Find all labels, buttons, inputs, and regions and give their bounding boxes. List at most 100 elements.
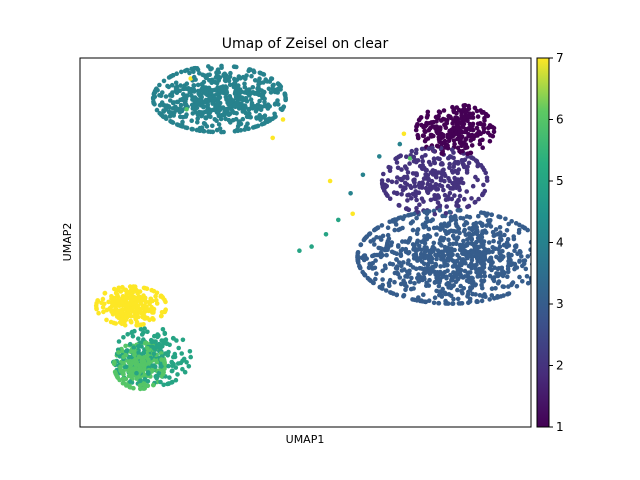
scatter-point (481, 129, 487, 135)
scatter-point (499, 237, 504, 242)
scatter-point (399, 263, 404, 269)
scatter-point (398, 215, 404, 220)
scatter-point (464, 167, 470, 173)
scatter-point (258, 117, 263, 122)
scatter-point (460, 290, 465, 296)
scatter-point (440, 132, 446, 138)
scatter-point (523, 266, 529, 272)
scatter-point (162, 331, 168, 337)
scatter-point (176, 345, 181, 351)
scatter-point (496, 279, 502, 284)
scatter-point (123, 343, 128, 349)
scatter-point (434, 225, 440, 230)
scatter-point (122, 303, 128, 308)
scatter-point (434, 275, 439, 281)
scatter-point (157, 102, 163, 108)
scatter-point (154, 344, 160, 350)
scatter-point (278, 84, 284, 89)
scatter-point (415, 158, 421, 163)
scatter-point (379, 178, 385, 183)
scatter-point (121, 335, 126, 340)
scatter-point (520, 279, 525, 284)
scatter-point (161, 357, 167, 363)
scatter-point (405, 269, 410, 275)
scatter-point (323, 232, 329, 237)
scatter-point (227, 74, 233, 79)
scatter-point (147, 360, 152, 366)
scatter-point (509, 219, 514, 224)
scatter-point (162, 361, 167, 367)
scatter-point (184, 125, 190, 131)
scatter-point (226, 112, 232, 117)
scatter-point (437, 289, 442, 295)
scatter-point (126, 308, 131, 314)
scatter-point (378, 237, 384, 242)
scatter-point (400, 225, 405, 231)
scatter-point (198, 103, 204, 108)
scatter-point (123, 364, 129, 370)
scatter-point (413, 189, 419, 194)
scatter-point (435, 272, 440, 277)
scatter-point (100, 304, 106, 310)
scatter-point (426, 226, 432, 232)
scatter-point (465, 164, 470, 169)
scatter-point (280, 117, 286, 122)
scatter-point (466, 103, 472, 109)
scatter-point (442, 178, 447, 184)
scatter-point (434, 232, 439, 237)
scatter-point (410, 219, 416, 224)
scatter-point (147, 301, 152, 307)
x-axis-label: UMAP1 (286, 433, 325, 446)
scatter-point (191, 87, 197, 92)
scatter-point (266, 86, 272, 92)
scatter-point (389, 240, 395, 245)
scatter-point (513, 244, 519, 250)
scatter-point (491, 129, 497, 135)
points-layer (93, 63, 531, 392)
scatter-point (414, 197, 419, 203)
scatter-point (446, 258, 452, 263)
scatter-point (449, 168, 455, 174)
scatter-point (96, 310, 101, 316)
scatter-point (506, 284, 511, 289)
scatter-point (444, 262, 450, 268)
scatter-point (436, 283, 442, 289)
scatter-point (355, 258, 361, 264)
scatter-point (413, 193, 418, 199)
scatter-point (191, 96, 197, 102)
scatter-point (115, 374, 120, 380)
scatter-point (254, 116, 259, 121)
scatter-point (134, 370, 139, 376)
scatter-point (166, 349, 171, 355)
scatter-point (168, 110, 173, 115)
scatter-point (419, 146, 425, 152)
scatter-point (244, 87, 250, 93)
scatter-point (438, 175, 444, 181)
scatter-point (178, 102, 184, 108)
scatter-point (181, 86, 186, 92)
scatter-point (480, 137, 485, 143)
scatter-point (141, 350, 146, 356)
scatter-point (442, 192, 448, 198)
scatter-point (117, 303, 122, 309)
scatter-point (162, 308, 168, 314)
scatter-point (160, 371, 166, 377)
scatter-point (233, 116, 239, 122)
scatter-point (398, 251, 404, 257)
scatter-point (453, 279, 459, 285)
scatter-point (423, 137, 429, 142)
scatter-point (183, 102, 188, 107)
scatter-point (380, 268, 386, 274)
scatter-point (463, 136, 469, 141)
scatter-point (437, 208, 443, 213)
scatter-point (478, 163, 484, 168)
scatter-point (150, 96, 156, 101)
scatter-point (454, 203, 459, 208)
scatter-point (487, 124, 493, 130)
scatter-point (425, 113, 431, 118)
scatter-point (249, 105, 254, 110)
scatter-point (384, 252, 389, 258)
scatter-point (426, 298, 432, 304)
scatter-point (149, 339, 155, 345)
